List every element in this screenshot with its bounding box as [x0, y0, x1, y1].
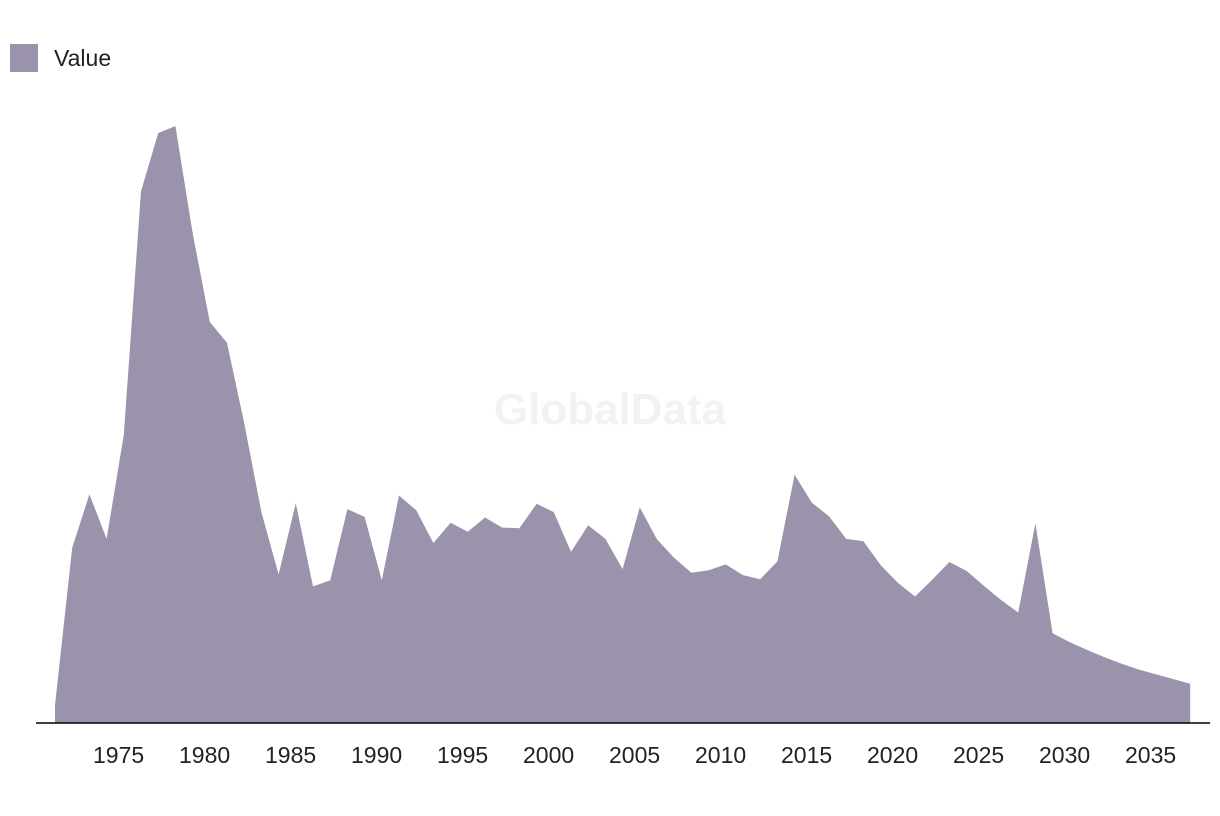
x-tick-label: 1995: [437, 742, 488, 768]
legend-label: Value: [54, 44, 112, 71]
x-tick-label: 2010: [695, 742, 746, 768]
x-tick-label: 2015: [781, 742, 832, 768]
x-tick-label: 1975: [93, 742, 144, 768]
x-tick-label: 1985: [265, 742, 316, 768]
x-tick-label: 2005: [609, 742, 660, 768]
x-tick-label: 2025: [953, 742, 1004, 768]
x-axis-ticks: 1975 1980 1985 1990 1995 2000 2005 2010 2015 2020…: [93, 742, 1176, 768]
x-tick-label: 2020: [867, 742, 918, 768]
x-tick-label: 1980: [179, 742, 230, 768]
legend-swatch: [10, 44, 38, 72]
plot-area: [36, 126, 1210, 724]
legend: Value: [10, 44, 111, 72]
x-tick-label: 2030: [1039, 742, 1090, 768]
series-area-value: [55, 126, 1191, 723]
x-tick-label: 2035: [1125, 742, 1176, 768]
x-tick-label: 2000: [523, 742, 574, 768]
watermark: GlobalData: [494, 385, 727, 434]
x-tick-label: 1990: [351, 742, 402, 768]
